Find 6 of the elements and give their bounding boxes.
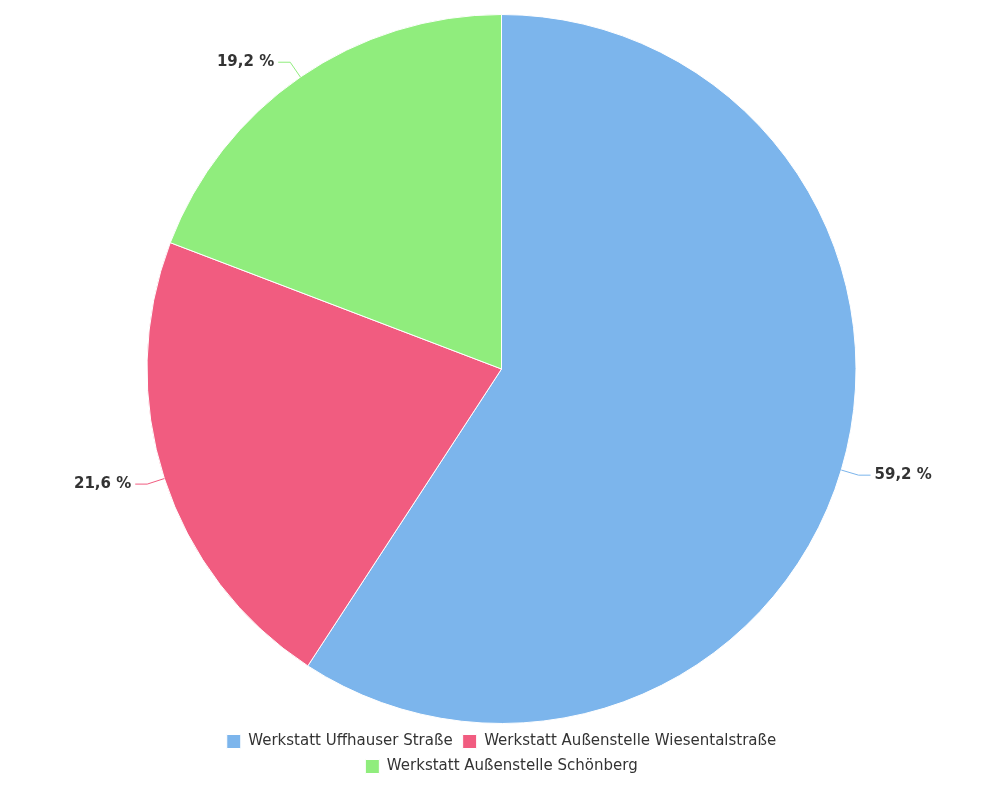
- legend-label: Werkstatt Außenstelle Wiesentalstraße: [484, 731, 777, 750]
- data-label: 19,2 %: [216, 52, 275, 71]
- data-label: 59,2 %: [874, 465, 932, 484]
- legend-label: Werkstatt Uffhauser Straße: [248, 731, 453, 750]
- legend-label: Werkstatt Außenstelle Schönberg: [386, 756, 638, 775]
- data-label: 21,6 %: [73, 474, 132, 492]
